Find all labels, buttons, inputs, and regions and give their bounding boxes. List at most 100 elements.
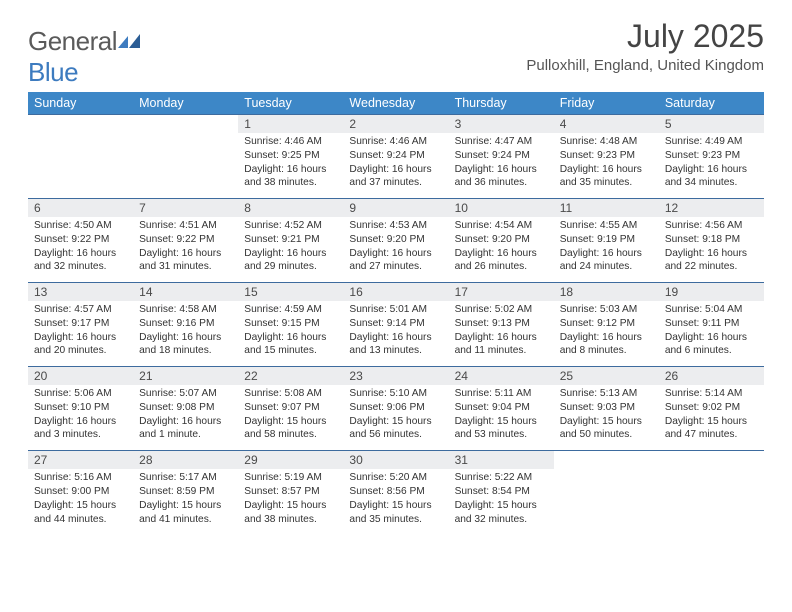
day-number-cell: 19 — [659, 283, 764, 302]
day-content-cell: Sunrise: 5:04 AMSunset: 9:11 PMDaylight:… — [659, 301, 764, 367]
day-content-cell: Sunrise: 4:46 AMSunset: 9:24 PMDaylight:… — [343, 133, 448, 199]
daylight-line: Daylight: 15 hours and 56 minutes. — [349, 415, 442, 443]
day-header: Friday — [554, 92, 659, 115]
day-content-cell: Sunrise: 5:06 AMSunset: 9:10 PMDaylight:… — [28, 385, 133, 451]
day-content-cell: Sunrise: 5:07 AMSunset: 9:08 PMDaylight:… — [133, 385, 238, 451]
day-number-cell: 2 — [343, 115, 448, 134]
sunset-line: Sunset: 8:57 PM — [244, 485, 337, 499]
daylight-line: Daylight: 15 hours and 50 minutes. — [560, 415, 653, 443]
day-number-row: 6789101112 — [28, 199, 764, 218]
daylight-line: Daylight: 16 hours and 6 minutes. — [665, 331, 758, 359]
day-content-cell: Sunrise: 5:17 AMSunset: 8:59 PMDaylight:… — [133, 469, 238, 534]
day-content-cell: Sunrise: 4:58 AMSunset: 9:16 PMDaylight:… — [133, 301, 238, 367]
day-number-cell: 23 — [343, 367, 448, 386]
day-content-cell — [28, 133, 133, 199]
sunrise-line: Sunrise: 5:06 AM — [34, 387, 127, 401]
day-content-cell: Sunrise: 4:57 AMSunset: 9:17 PMDaylight:… — [28, 301, 133, 367]
day-content-cell: Sunrise: 5:22 AMSunset: 8:54 PMDaylight:… — [449, 469, 554, 534]
daylight-line: Daylight: 16 hours and 1 minute. — [139, 415, 232, 443]
day-number-cell: 5 — [659, 115, 764, 134]
sunrise-line: Sunrise: 5:04 AM — [665, 303, 758, 317]
calendar-table: Sunday Monday Tuesday Wednesday Thursday… — [28, 92, 764, 534]
sunset-line: Sunset: 9:06 PM — [349, 401, 442, 415]
day-content-cell: Sunrise: 5:08 AMSunset: 9:07 PMDaylight:… — [238, 385, 343, 451]
sunrise-line: Sunrise: 4:52 AM — [244, 219, 337, 233]
daylight-line: Daylight: 16 hours and 3 minutes. — [34, 415, 127, 443]
day-content-cell: Sunrise: 4:53 AMSunset: 9:20 PMDaylight:… — [343, 217, 448, 283]
sunrise-line: Sunrise: 5:22 AM — [455, 471, 548, 485]
header: General Blue July 2025 Pulloxhill, Engla… — [28, 18, 764, 88]
daylight-line: Daylight: 15 hours and 38 minutes. — [244, 499, 337, 527]
day-number-cell: 31 — [449, 451, 554, 470]
sunset-line: Sunset: 9:24 PM — [349, 149, 442, 163]
sunrise-line: Sunrise: 5:02 AM — [455, 303, 548, 317]
sunset-line: Sunset: 8:56 PM — [349, 485, 442, 499]
day-header: Tuesday — [238, 92, 343, 115]
day-content-cell: Sunrise: 4:47 AMSunset: 9:24 PMDaylight:… — [449, 133, 554, 199]
month-title: July 2025 — [526, 18, 764, 55]
location: Pulloxhill, England, United Kingdom — [526, 57, 764, 74]
daylight-line: Daylight: 16 hours and 8 minutes. — [560, 331, 653, 359]
sunrise-line: Sunrise: 5:11 AM — [455, 387, 548, 401]
daylight-line: Daylight: 16 hours and 37 minutes. — [349, 163, 442, 191]
sunrise-line: Sunrise: 4:56 AM — [665, 219, 758, 233]
daylight-line: Daylight: 16 hours and 15 minutes. — [244, 331, 337, 359]
sunset-line: Sunset: 9:18 PM — [665, 233, 758, 247]
day-number-cell: 7 — [133, 199, 238, 218]
daylight-line: Daylight: 16 hours and 35 minutes. — [560, 163, 653, 191]
daylight-line: Daylight: 16 hours and 38 minutes. — [244, 163, 337, 191]
daylight-line: Daylight: 16 hours and 31 minutes. — [139, 247, 232, 275]
day-number-cell: 29 — [238, 451, 343, 470]
day-number-cell: 6 — [28, 199, 133, 218]
sunset-line: Sunset: 9:17 PM — [34, 317, 127, 331]
day-content-cell: Sunrise: 5:14 AMSunset: 9:02 PMDaylight:… — [659, 385, 764, 451]
sunset-line: Sunset: 9:08 PM — [139, 401, 232, 415]
day-number-row: 12345 — [28, 115, 764, 134]
day-number-cell: 4 — [554, 115, 659, 134]
day-content-cell — [133, 133, 238, 199]
day-content-cell: Sunrise: 4:49 AMSunset: 9:23 PMDaylight:… — [659, 133, 764, 199]
daylight-line: Daylight: 16 hours and 27 minutes. — [349, 247, 442, 275]
sunset-line: Sunset: 9:16 PM — [139, 317, 232, 331]
sunset-line: Sunset: 9:25 PM — [244, 149, 337, 163]
daylight-line: Daylight: 16 hours and 11 minutes. — [455, 331, 548, 359]
sunset-line: Sunset: 9:04 PM — [455, 401, 548, 415]
day-number-cell — [133, 115, 238, 134]
day-number-cell: 3 — [449, 115, 554, 134]
sunrise-line: Sunrise: 5:07 AM — [139, 387, 232, 401]
sunset-line: Sunset: 9:14 PM — [349, 317, 442, 331]
sunset-line: Sunset: 9:11 PM — [665, 317, 758, 331]
sunrise-line: Sunrise: 5:08 AM — [244, 387, 337, 401]
sunrise-line: Sunrise: 4:46 AM — [349, 135, 442, 149]
day-number-cell: 13 — [28, 283, 133, 302]
daylight-line: Daylight: 16 hours and 13 minutes. — [349, 331, 442, 359]
sunrise-line: Sunrise: 5:01 AM — [349, 303, 442, 317]
day-content-cell: Sunrise: 4:54 AMSunset: 9:20 PMDaylight:… — [449, 217, 554, 283]
day-header: Thursday — [449, 92, 554, 115]
daylight-line: Daylight: 16 hours and 24 minutes. — [560, 247, 653, 275]
day-content-cell: Sunrise: 5:02 AMSunset: 9:13 PMDaylight:… — [449, 301, 554, 367]
day-content-cell: Sunrise: 4:46 AMSunset: 9:25 PMDaylight:… — [238, 133, 343, 199]
day-number-row: 2728293031 — [28, 451, 764, 470]
day-content-cell: Sunrise: 5:19 AMSunset: 8:57 PMDaylight:… — [238, 469, 343, 534]
day-content-cell: Sunrise: 4:51 AMSunset: 9:22 PMDaylight:… — [133, 217, 238, 283]
day-number-cell — [554, 451, 659, 470]
sunrise-line: Sunrise: 4:47 AM — [455, 135, 548, 149]
logo-text: General Blue — [28, 26, 140, 88]
sunrise-line: Sunrise: 5:03 AM — [560, 303, 653, 317]
day-header: Sunday — [28, 92, 133, 115]
day-number-cell: 16 — [343, 283, 448, 302]
day-number-cell — [28, 115, 133, 134]
day-number-cell: 30 — [343, 451, 448, 470]
daylight-line: Daylight: 16 hours and 18 minutes. — [139, 331, 232, 359]
sunrise-line: Sunrise: 4:58 AM — [139, 303, 232, 317]
day-number-cell: 25 — [554, 367, 659, 386]
daylight-line: Daylight: 15 hours and 41 minutes. — [139, 499, 232, 527]
sunset-line: Sunset: 9:22 PM — [34, 233, 127, 247]
daylight-line: Daylight: 15 hours and 47 minutes. — [665, 415, 758, 443]
sunset-line: Sunset: 9:12 PM — [560, 317, 653, 331]
day-number-cell: 22 — [238, 367, 343, 386]
daylight-line: Daylight: 15 hours and 35 minutes. — [349, 499, 442, 527]
sunrise-line: Sunrise: 5:13 AM — [560, 387, 653, 401]
daylight-line: Daylight: 16 hours and 20 minutes. — [34, 331, 127, 359]
